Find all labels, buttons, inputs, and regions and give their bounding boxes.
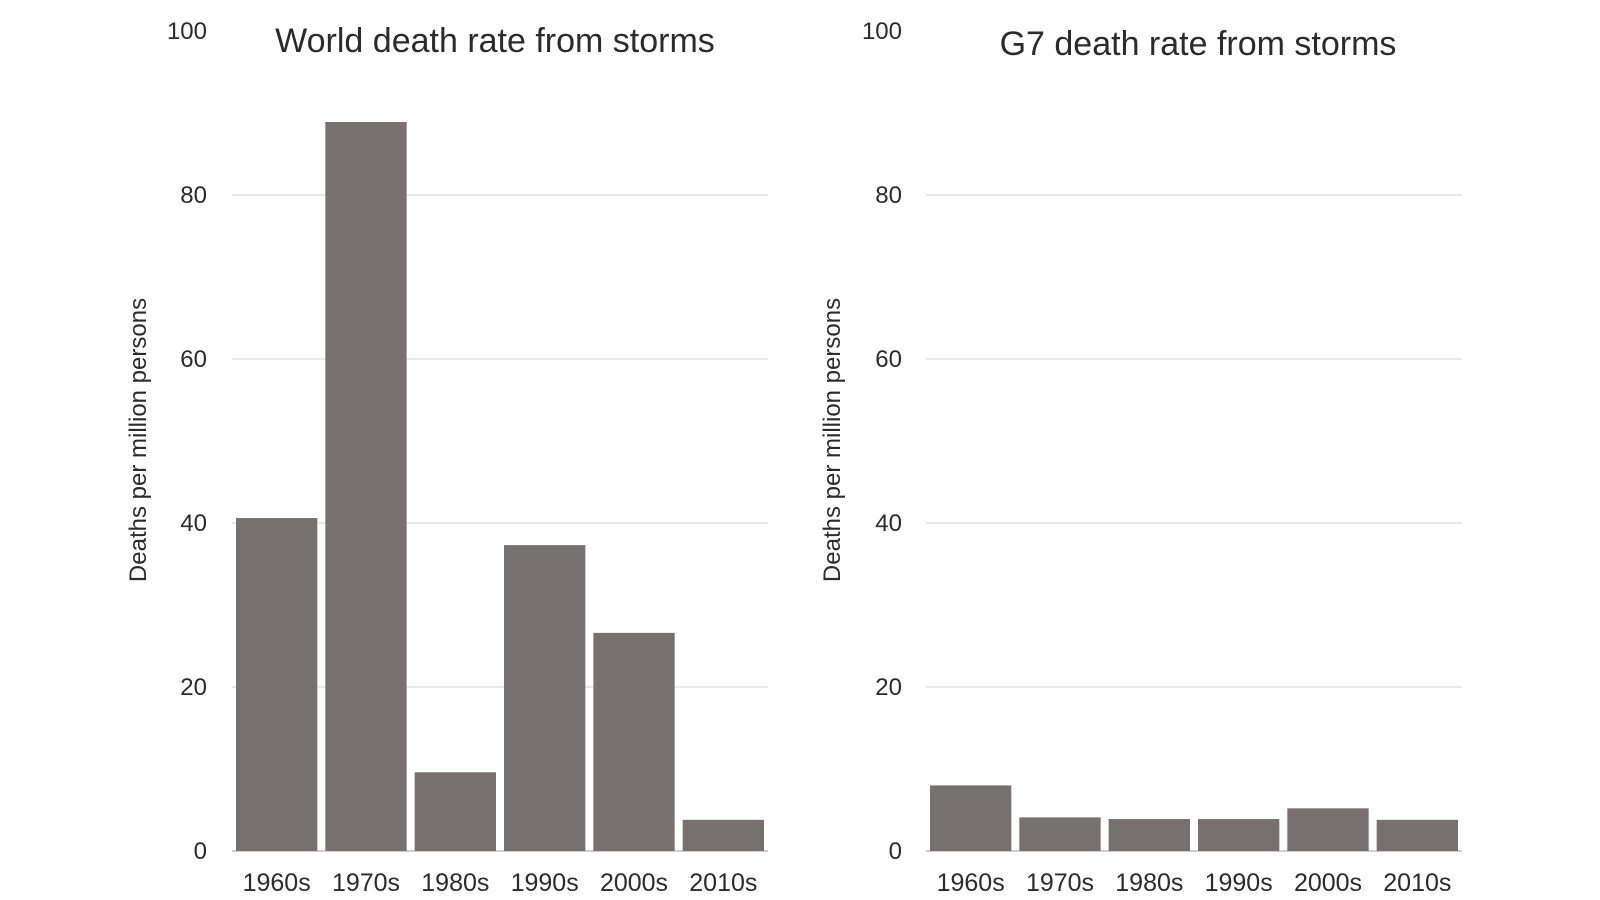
bar-1970s <box>325 122 407 851</box>
y-tick-label: 80 <box>875 182 902 209</box>
y-tick-label: 20 <box>875 674 902 701</box>
y-axis-label: Deaths per million persons <box>125 298 152 582</box>
bar-1980s <box>1108 819 1190 851</box>
x-tick-label: 1960s <box>243 869 311 897</box>
x-tick-labels: 1960s 1970s 1980s 1990s 2000s 2010s <box>243 869 758 897</box>
bars <box>236 122 764 851</box>
grid-lines <box>232 194 768 852</box>
x-tick-label: 2000s <box>1294 869 1362 897</box>
bar-1970s <box>1019 817 1101 851</box>
g7-storm-chart: G7 death rate from storms Deaths per mil… <box>819 18 1462 897</box>
y-tick-label: 0 <box>194 838 207 865</box>
x-tick-labels: 1960s 1970s 1980s 1990s 2000s 2010s <box>937 869 1452 897</box>
bar-1990s <box>1198 819 1280 851</box>
bar-2010s <box>1376 819 1458 851</box>
bar-1960s <box>930 785 1012 851</box>
y-tick-label: 80 <box>180 182 207 209</box>
bar-1990s <box>504 545 586 851</box>
y-tick-label: 20 <box>180 674 207 701</box>
y-tick-label: 60 <box>875 346 902 373</box>
x-tick-label: 1980s <box>421 869 489 897</box>
grid-lines <box>926 194 1462 852</box>
x-tick-label: 1990s <box>1205 869 1273 897</box>
x-tick-label: 2000s <box>600 869 668 897</box>
bar-2000s <box>1287 808 1369 851</box>
y-tick-labels: 0 20 40 60 80 100 <box>167 18 207 865</box>
y-tick-label: 100 <box>167 18 207 45</box>
x-tick-label: 2010s <box>689 869 757 897</box>
y-tick-label: 60 <box>180 346 207 373</box>
x-tick-label: 2010s <box>1383 869 1451 897</box>
x-tick-label: 1970s <box>1026 869 1094 897</box>
bar-1980s <box>414 772 496 851</box>
y-tick-labels: 0 20 40 60 80 100 <box>862 18 902 865</box>
bars <box>930 785 1458 851</box>
y-axis-label: Deaths per million persons <box>819 298 846 582</box>
x-tick-label: 1970s <box>332 869 400 897</box>
world-storm-chart: World death rate from storms Deaths per … <box>125 18 768 897</box>
y-tick-label: 0 <box>889 838 902 865</box>
bar-2000s <box>593 632 675 851</box>
x-tick-label: 1990s <box>511 869 579 897</box>
chart-title: World death rate from storms <box>275 22 715 60</box>
y-tick-label: 40 <box>875 510 902 537</box>
chart-title: G7 death rate from storms <box>1000 25 1397 63</box>
bar-2010s <box>682 819 764 851</box>
bar-1960s <box>236 518 318 851</box>
y-tick-label: 40 <box>180 510 207 537</box>
x-tick-label: 1960s <box>937 869 1005 897</box>
y-tick-label: 100 <box>862 18 902 45</box>
x-tick-label: 1980s <box>1115 869 1183 897</box>
